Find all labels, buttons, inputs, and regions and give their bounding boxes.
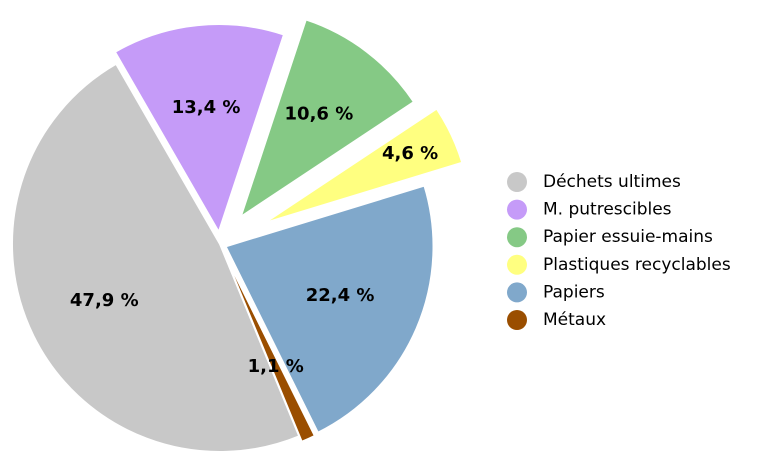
legend-marker [507, 310, 527, 330]
pie-slice [11, 62, 301, 453]
pie-slice [113, 23, 286, 235]
legend-label: Métaux [543, 310, 606, 330]
value-label: 1,1 % [248, 356, 304, 377]
pie-slice [221, 249, 317, 444]
legend-marker [507, 254, 527, 275]
pie-slice [224, 184, 435, 435]
value-label: 4,6 % [382, 143, 438, 164]
legend-label: Plastiques recyclables [543, 255, 731, 275]
legend-marker [507, 227, 527, 248]
legend-label: Papier essuie-mains [543, 227, 713, 247]
value-label: 13,4 % [172, 97, 241, 118]
legend-label: Papiers [543, 282, 605, 302]
legend-marker [507, 282, 527, 303]
legend-marker [507, 172, 527, 192]
legend-label: Déchets ultimes [543, 172, 681, 192]
legend-marker [507, 199, 527, 220]
pie-slice [262, 107, 464, 225]
value-label: 10,6 % [285, 103, 354, 124]
pie-slice [238, 18, 416, 220]
legend-label: M. putrescibles [543, 200, 672, 220]
value-label: 47,9 % [70, 290, 139, 311]
value-label: 22,4 % [306, 285, 375, 306]
